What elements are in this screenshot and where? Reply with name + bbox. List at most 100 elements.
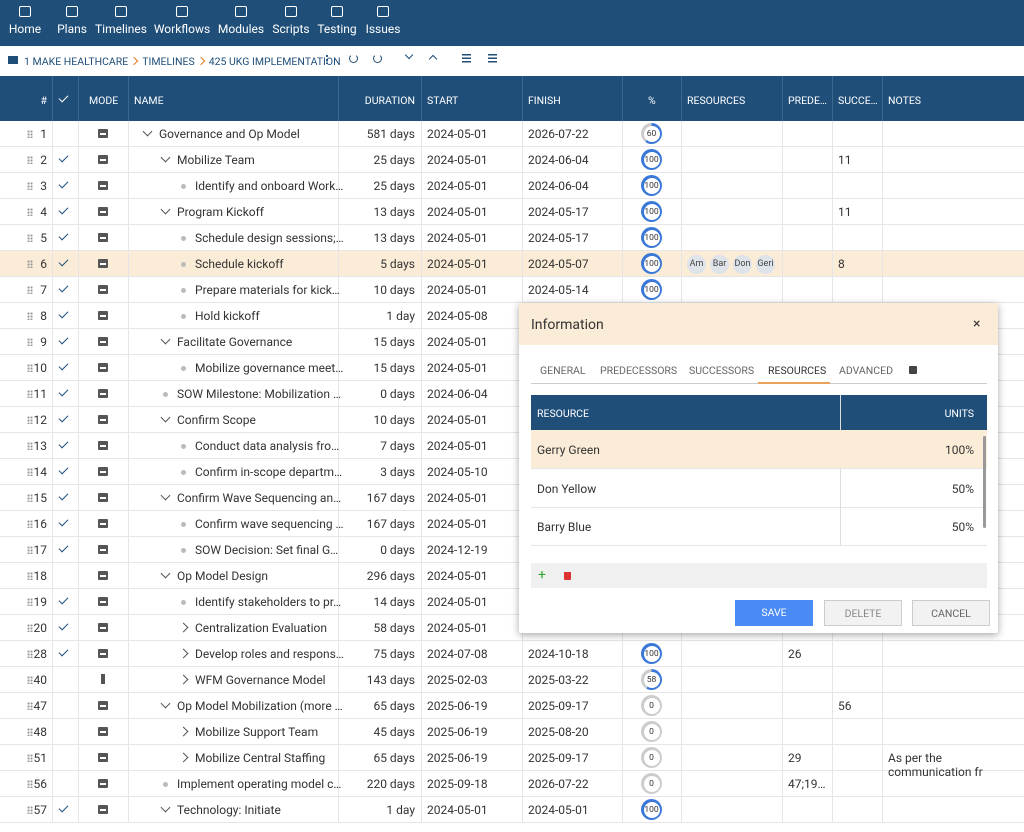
drag-handle[interactable] xyxy=(27,312,33,320)
expand-toggle[interactable] xyxy=(143,127,153,137)
resource-row[interactable] xyxy=(531,469,987,508)
indent-icon[interactable] xyxy=(462,54,471,63)
expand-toggle[interactable] xyxy=(161,803,171,813)
drag-handle[interactable] xyxy=(27,130,33,138)
resource-row[interactable] xyxy=(531,507,987,546)
column-header[interactable]: NAME xyxy=(134,94,164,107)
nav-item[interactable]: Workflows xyxy=(154,22,210,36)
delete-button[interactable]: DELETE xyxy=(824,600,902,626)
scrollbar[interactable] xyxy=(983,436,986,528)
drag-handle[interactable] xyxy=(27,442,33,450)
drag-handle[interactable] xyxy=(27,494,33,502)
dialog-tab[interactable]: ADVANCED xyxy=(839,364,893,377)
crumb-link[interactable]: 425 UKG IMPLEMENTATION xyxy=(209,55,341,68)
drag-handle[interactable] xyxy=(27,286,33,294)
column-header[interactable]: FINISH xyxy=(528,94,561,107)
column-header[interactable]: MODE xyxy=(89,94,118,107)
nav-item[interactable]: Timelines xyxy=(95,22,147,36)
drag-handle[interactable] xyxy=(27,416,33,424)
column-header[interactable]: RESOURCES xyxy=(687,94,745,107)
crumb-link[interactable]: TIMELINES xyxy=(142,55,194,68)
delete-row-button[interactable] xyxy=(564,572,571,580)
expand-all-icon[interactable] xyxy=(405,51,413,59)
drag-handle[interactable] xyxy=(27,650,33,658)
drag-handle[interactable] xyxy=(27,754,33,762)
task-row[interactable]: 47Op Model Mobilization (more …65 days20… xyxy=(0,693,1024,719)
nav-item[interactable]: Scripts xyxy=(272,22,309,36)
drag-handle[interactable] xyxy=(27,806,33,814)
task-row[interactable]: 56Implement operating model c…220 days20… xyxy=(0,771,1024,797)
crumb-link[interactable]: 1 MAKE HEALTHCARE xyxy=(24,55,128,68)
expand-toggle[interactable] xyxy=(161,335,171,345)
task-row[interactable]: 57Technology: Initiate1 day2024-05-01202… xyxy=(0,797,1024,823)
drag-handle[interactable] xyxy=(27,546,33,554)
drag-handle[interactable] xyxy=(27,234,33,242)
task-row[interactable]: 7Prepare materials for kick…10 days2024-… xyxy=(0,277,1024,303)
outdent-icon[interactable] xyxy=(488,54,497,63)
dialog-tab[interactable]: RESOURCES xyxy=(768,364,826,377)
task-row[interactable]: 51Mobilize Central Staffing65 days2025-0… xyxy=(0,745,1024,771)
expand-toggle[interactable] xyxy=(179,727,189,737)
drag-handle[interactable] xyxy=(27,260,33,268)
nav-item[interactable]: Testing xyxy=(317,22,356,36)
drag-handle[interactable] xyxy=(27,182,33,190)
expand-toggle[interactable] xyxy=(161,699,171,709)
task-row[interactable]: 3Identify and onboard Work…25 days2024-0… xyxy=(0,173,1024,199)
drag-handle[interactable] xyxy=(27,598,33,606)
close-button[interactable]: × xyxy=(973,316,980,332)
task-row[interactable]: 5Schedule design sessions;…13 days2024-0… xyxy=(0,225,1024,251)
expand-toggle[interactable] xyxy=(161,153,171,163)
nav-item[interactable]: Plans xyxy=(57,22,87,36)
drag-handle[interactable] xyxy=(27,468,33,476)
drag-handle[interactable] xyxy=(27,624,33,632)
expand-toggle[interactable] xyxy=(161,413,171,423)
save-button[interactable]: SAVE xyxy=(735,600,813,626)
expand-toggle[interactable] xyxy=(179,649,189,659)
nav-item[interactable]: Home xyxy=(9,22,41,36)
column-header[interactable]: SUCCE… xyxy=(838,94,878,107)
nav-item[interactable]: Issues xyxy=(366,22,401,36)
column-header[interactable]: DURATION xyxy=(365,94,415,107)
dialog-tab[interactable]: PREDECESSORS xyxy=(600,364,677,377)
task-row[interactable]: 40WFM Governance Model143 days2025-02-03… xyxy=(0,667,1024,693)
collapse-all-icon[interactable] xyxy=(429,55,437,63)
expand-toggle[interactable] xyxy=(161,491,171,501)
drag-handle[interactable] xyxy=(27,702,33,710)
nav-item[interactable]: Modules xyxy=(218,22,264,36)
redo-icon[interactable] xyxy=(373,54,382,63)
column-header[interactable]: START xyxy=(427,94,458,107)
drag-handle[interactable] xyxy=(27,572,33,580)
task-row[interactable]: 4Program Kickoff13 days2024-05-012024-05… xyxy=(0,199,1024,225)
expand-toggle[interactable] xyxy=(179,623,189,633)
dialog-tab[interactable]: GENERAL xyxy=(540,364,586,377)
drag-handle[interactable] xyxy=(27,728,33,736)
drag-handle[interactable] xyxy=(27,364,33,372)
column-header[interactable]: PREDE… xyxy=(788,94,827,107)
expand-toggle[interactable] xyxy=(161,205,171,215)
drag-handle[interactable] xyxy=(27,520,33,528)
task-row[interactable]: 1Governance and Op Model581 days2024-05-… xyxy=(0,121,1024,147)
drag-handle[interactable] xyxy=(27,208,33,216)
drag-handle[interactable] xyxy=(27,390,33,398)
drag-handle[interactable] xyxy=(27,780,33,788)
task-row[interactable]: 2Mobilize Team25 days2024-05-012024-06-0… xyxy=(0,147,1024,173)
task-row[interactable]: 6Schedule kickoff5 days2024-05-012024-05… xyxy=(0,251,1024,277)
expand-toggle[interactable] xyxy=(179,753,189,763)
drag-handle[interactable] xyxy=(27,338,33,346)
column-header[interactable]: NOTES xyxy=(888,94,921,107)
task-row[interactable]: 48Mobilize Support Team45 days2025-06-19… xyxy=(0,719,1024,745)
task-row[interactable]: 28Develop roles and respons…75 days2024-… xyxy=(0,641,1024,667)
expand-toggle[interactable] xyxy=(179,675,189,685)
cancel-button[interactable]: CANCEL xyxy=(912,600,990,626)
add-button[interactable]: + xyxy=(538,567,546,583)
menu-icon[interactable] xyxy=(326,54,328,64)
select-all-check[interactable] xyxy=(59,93,69,103)
dialog-tab[interactable]: SUCCESSORS xyxy=(689,364,754,377)
drag-handle[interactable] xyxy=(27,676,33,684)
expand-toggle[interactable] xyxy=(161,569,171,579)
notes-tab-icon[interactable] xyxy=(909,366,917,374)
column-header[interactable]: % xyxy=(648,94,656,107)
undo-icon[interactable] xyxy=(349,54,358,63)
drag-handle[interactable] xyxy=(27,156,33,164)
column-header[interactable]: # xyxy=(41,94,47,107)
